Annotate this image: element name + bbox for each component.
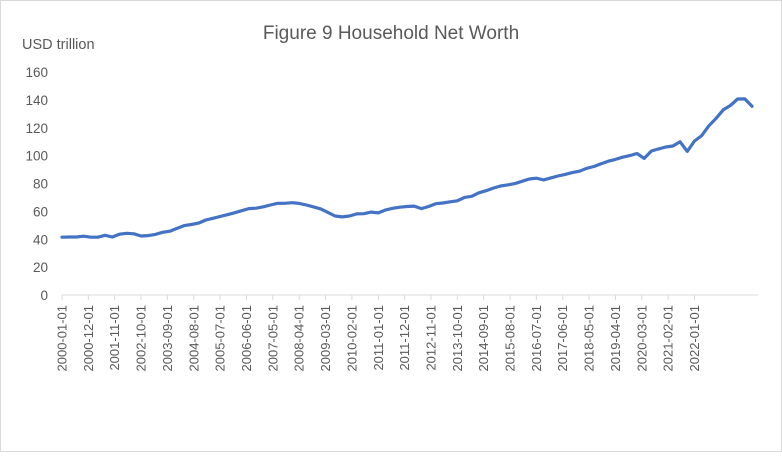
x-tick-label: 2003-09-01 [160, 305, 175, 372]
x-tick-label: 2007-05-01 [265, 305, 280, 372]
x-tick-label: 2015-08-01 [503, 305, 518, 372]
chart-title: Figure 9 Household Net Worth [263, 23, 519, 44]
x-tick-label: 2002-10-01 [134, 305, 149, 372]
y-tick-label: 100 [25, 149, 48, 164]
x-tick-label: 2013-10-01 [450, 305, 465, 372]
x-tick-label: 2010-02-01 [344, 305, 359, 372]
y-tick-label: 160 [25, 65, 48, 80]
x-tick-label: 2011-12-01 [397, 305, 412, 371]
y-tick-label: 20 [33, 260, 48, 275]
x-axis-ticks: 2000-01-01 2000-12-01 2001-11-01 2002-10-01… [55, 295, 702, 372]
x-tick-label: 2001-11-01 [107, 305, 122, 371]
y-tick-label: 140 [25, 93, 48, 108]
x-tick-label: 2021-02-01 [661, 305, 676, 372]
x-tick-label: 2022-01-01 [687, 305, 702, 372]
x-tick-label: 2016-07-01 [529, 305, 544, 372]
y-tick-label: 40 [33, 232, 48, 247]
x-tick-label: 2019-04-01 [608, 305, 623, 372]
x-tick-label: 2005-07-01 [213, 305, 228, 372]
x-tick-label: 2000-12-01 [81, 305, 96, 372]
series-layer [60, 97, 754, 239]
y-tick-label: 80 [33, 177, 48, 192]
x-tick-label: 2018-05-01 [582, 305, 597, 372]
y-tick-label: 0 [40, 288, 48, 303]
x-tick-label: 2004-08-01 [186, 305, 201, 372]
x-tick-label: 2017-06-01 [555, 305, 570, 372]
x-tick-label: 2008-04-01 [292, 305, 307, 372]
y-axis-unit-label: USD trillion [22, 37, 95, 53]
x-tick-label: 2000-01-01 [55, 305, 70, 372]
series-line-household-net-worth [60, 97, 754, 239]
x-tick-label: 2011-01-01 [371, 305, 386, 371]
x-tick-label: 2014-09-01 [476, 305, 491, 372]
y-tick-label: 60 [33, 204, 48, 219]
x-tick-label: 2006-06-01 [239, 305, 254, 372]
y-axis-ticks: 0 20 40 60 80 100 120 140 160 [25, 65, 48, 303]
x-tick-label: 2020-03-01 [634, 305, 649, 372]
x-tick-label: 2012-11-01 [423, 305, 438, 371]
y-tick-label: 120 [25, 121, 48, 136]
x-tick-label: 2009-03-01 [318, 305, 333, 372]
